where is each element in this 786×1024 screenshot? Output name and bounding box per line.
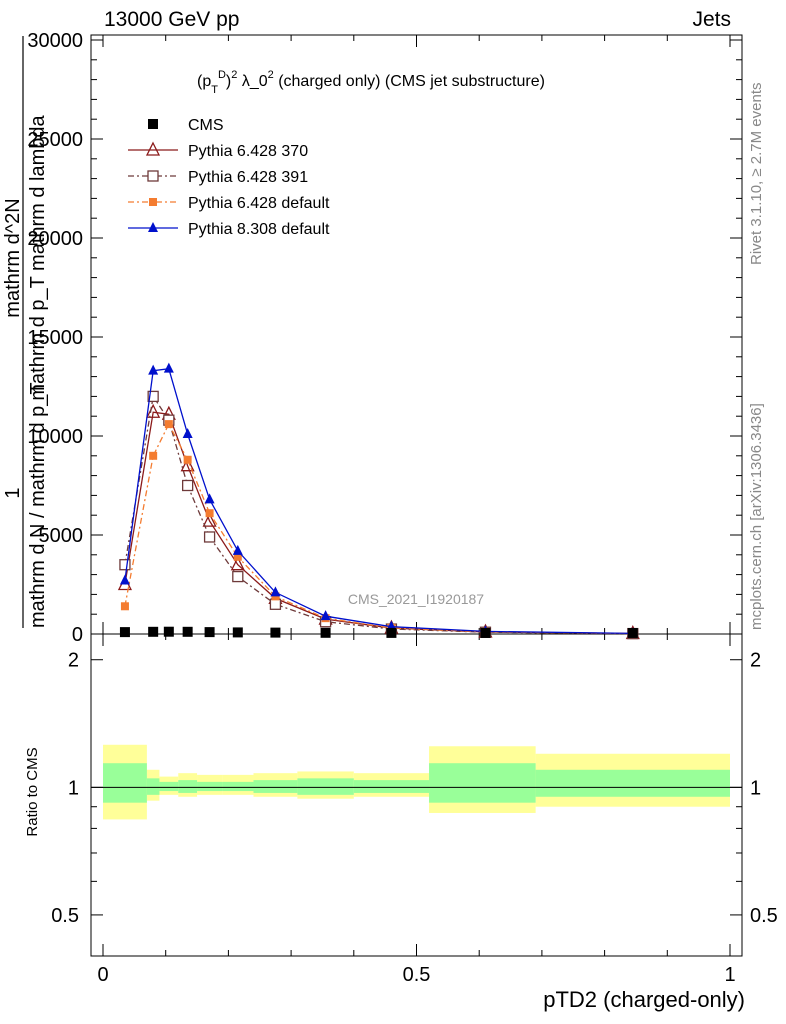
title-sub: T bbox=[211, 84, 218, 96]
data-point-0 bbox=[230, 556, 245, 571]
ratio-band-inner bbox=[159, 781, 179, 792]
ratio-y-tick-label-right: 0.5 bbox=[750, 905, 778, 927]
header-right-label: Jets bbox=[692, 8, 731, 31]
data-point-0 bbox=[146, 403, 161, 418]
cms-data-point bbox=[119, 627, 130, 638]
legend-label: Pythia 8.308 default bbox=[188, 221, 330, 238]
data-point-3 bbox=[320, 610, 331, 621]
x-tick-label: 1 bbox=[724, 964, 735, 986]
data-point-2 bbox=[183, 455, 192, 464]
ratio-band-inner bbox=[429, 763, 536, 803]
cms-data-point bbox=[627, 627, 638, 638]
legend-marker bbox=[149, 198, 157, 206]
rivet-version-label: Rivet 3.1.10, ≥ 2.7M events bbox=[748, 83, 765, 266]
ratio-band-inner bbox=[222, 781, 254, 792]
ratio-band-inner bbox=[535, 769, 730, 797]
data-point-3 bbox=[204, 493, 215, 504]
cms-data-point bbox=[270, 627, 281, 638]
ratio-band-inner bbox=[297, 778, 354, 795]
ratio-y-tick-label-right: 1 bbox=[750, 777, 761, 799]
y-tick-label: 15000 bbox=[27, 327, 83, 349]
title-part: (p bbox=[197, 73, 211, 90]
data-point-1 bbox=[232, 570, 244, 583]
y-tick-label: 0 bbox=[72, 624, 83, 646]
ratio-band-inner bbox=[146, 778, 160, 795]
cms-data-point bbox=[182, 626, 193, 637]
title-part: λ_0 bbox=[237, 73, 267, 90]
ratio-y-axis-label: Ratio to CMS bbox=[24, 747, 41, 836]
data-point-3 bbox=[163, 362, 174, 373]
legend-label: Pythia 6.428 370 bbox=[188, 143, 308, 160]
legend-label: CMS bbox=[188, 117, 224, 134]
header-left-label: 13000 GeV pp bbox=[104, 8, 240, 31]
title-sup: 2 bbox=[231, 69, 237, 81]
data-point-3 bbox=[148, 364, 159, 375]
y-axis-label-numerator: mathrm d^2N bbox=[2, 198, 24, 317]
cms-data-point bbox=[204, 627, 215, 638]
data-point-1 bbox=[147, 390, 159, 403]
series-line-1 bbox=[124, 394, 633, 635]
chart-title: (pTD)2 λ_02 (charged only) (CMS jet subs… bbox=[197, 69, 545, 96]
data-point-0 bbox=[202, 512, 217, 527]
ratio-y-tick-label: 1 bbox=[68, 777, 79, 799]
ratio-band-inner bbox=[353, 780, 430, 793]
x-axis-label: pTD2 (charged-only) bbox=[543, 987, 745, 1012]
data-point-3 bbox=[182, 428, 193, 439]
legend-label: Pythia 6.428 default bbox=[188, 195, 330, 212]
y-axis-label-denominator: mathrm d N / mathrm d p_T bbox=[27, 382, 49, 628]
ratio-y-tick-label: 2 bbox=[68, 650, 79, 672]
cms-data-point bbox=[320, 627, 331, 638]
x-tick-label: 0 bbox=[97, 964, 108, 986]
data-point-2 bbox=[205, 509, 214, 518]
legend-marker bbox=[147, 170, 159, 182]
title-sup: 2 bbox=[268, 69, 274, 81]
title-part: ) bbox=[226, 73, 231, 90]
mcplots-label: mcplots.cern.ch [arXiv:1306.3436] bbox=[748, 403, 765, 630]
legend-marker bbox=[148, 119, 158, 129]
ratio-band-inner bbox=[253, 780, 298, 793]
ratio-y-tick-label: 0.5 bbox=[51, 905, 79, 927]
ratio-y-tick-label-right: 2 bbox=[750, 650, 761, 672]
y-tick-label: 20000 bbox=[27, 228, 83, 250]
y-tick-label: 5000 bbox=[39, 525, 84, 547]
data-point-2 bbox=[120, 602, 129, 611]
ratio-band-inner bbox=[103, 763, 147, 803]
title-part: (charged only) (CMS jet substructure) bbox=[274, 73, 545, 90]
watermark-label: CMS_2021_I1920187 bbox=[348, 591, 484, 607]
data-point-0 bbox=[180, 457, 195, 472]
data-point-1 bbox=[119, 559, 131, 571]
data-point-2 bbox=[164, 420, 173, 429]
data-point-2 bbox=[149, 451, 158, 460]
title-sup: D bbox=[218, 69, 226, 81]
y-axis-label-denominator2: mathrm d p_T mathrm d lambda bbox=[27, 114, 49, 400]
y-tick-label: 10000 bbox=[27, 426, 83, 448]
data-point-3 bbox=[232, 544, 243, 555]
ratio-band-inner bbox=[178, 780, 198, 793]
y-tick-label: 30000 bbox=[27, 30, 83, 52]
data-point-1 bbox=[181, 479, 194, 492]
cms-data-point bbox=[386, 627, 397, 638]
data-point-1 bbox=[269, 598, 282, 610]
series-line-0 bbox=[124, 411, 633, 635]
cms-data-point bbox=[232, 627, 243, 638]
legend-marker bbox=[148, 222, 158, 232]
x-tick-label: 0.5 bbox=[403, 964, 431, 986]
cms-data-point bbox=[163, 626, 174, 637]
cms-data-point bbox=[480, 627, 491, 638]
data-point-3 bbox=[270, 586, 281, 597]
legend-label: Pythia 6.428 391 bbox=[188, 169, 308, 186]
y-axis-label-one: 1 bbox=[2, 487, 24, 498]
data-point-1 bbox=[203, 531, 216, 543]
cms-data-point bbox=[148, 626, 159, 637]
data-point-3 bbox=[119, 574, 130, 585]
y-tick-label: 25000 bbox=[27, 129, 83, 151]
legend-marker bbox=[145, 141, 161, 156]
ratio-band-inner bbox=[197, 781, 223, 792]
data-point-2 bbox=[233, 552, 242, 561]
